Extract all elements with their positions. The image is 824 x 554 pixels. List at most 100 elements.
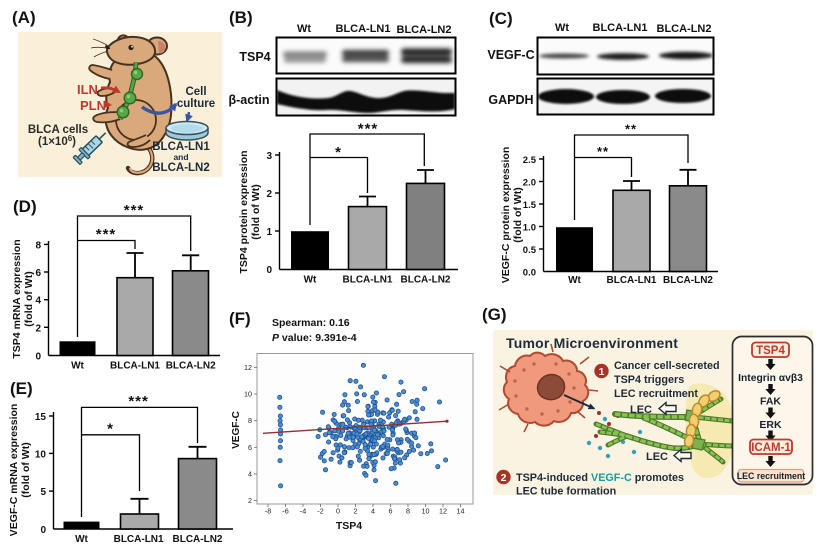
svg-text:FAK: FAK <box>760 396 781 408</box>
svg-text:LEC recruitment: LEC recruitment <box>614 388 698 400</box>
svg-text:(E): (E) <box>10 379 33 398</box>
svg-text:BLCA-LN1: BLCA-LN1 <box>110 361 160 372</box>
svg-text:15: 15 <box>35 412 47 423</box>
svg-text:-8: -8 <box>265 507 271 516</box>
svg-text:14: 14 <box>457 507 465 516</box>
svg-text:PLN: PLN <box>80 98 106 113</box>
svg-text:TSP4 triggers: TSP4 triggers <box>614 374 684 386</box>
svg-text:(B): (B) <box>229 8 253 27</box>
svg-text:(G): (G) <box>482 305 507 324</box>
svg-text:2.5: 2.5 <box>523 155 537 166</box>
svg-text:Integrin αvβ3: Integrin αvβ3 <box>738 373 803 384</box>
svg-text:***: *** <box>358 121 379 138</box>
svg-text:ERK: ERK <box>759 419 782 431</box>
svg-text:LEC: LEC <box>646 451 668 463</box>
svg-text:4: 4 <box>35 296 41 307</box>
svg-text:BLCA-LN2: BLCA-LN2 <box>397 24 452 36</box>
svg-text:β-actin: β-actin <box>229 93 270 107</box>
svg-text:Wt: Wt <box>75 534 88 545</box>
svg-text:10: 10 <box>244 390 252 399</box>
svg-text:VEGF-C mRNA expression(fold of: VEGF-C mRNA expression(fold of Wt) <box>8 404 32 537</box>
svg-text:BLCA-LN1: BLCA-LN1 <box>607 275 657 286</box>
svg-text:2: 2 <box>266 189 272 200</box>
svg-text:Wt: Wt <box>71 361 84 372</box>
svg-text:and: and <box>173 152 188 162</box>
svg-text:**: ** <box>625 122 637 137</box>
svg-text:0: 0 <box>266 265 272 276</box>
svg-text:8: 8 <box>406 507 410 516</box>
svg-text:2: 2 <box>248 496 252 505</box>
svg-text:BLCA-LN1: BLCA-LN1 <box>343 275 393 286</box>
svg-text:Wt: Wt <box>304 275 317 286</box>
svg-text:1.5: 1.5 <box>523 200 537 211</box>
svg-text:BLCA-LN2: BLCA-LN2 <box>663 275 713 286</box>
svg-text:(1×106): (1×106) <box>38 134 76 148</box>
svg-text:1: 1 <box>599 366 605 378</box>
svg-text:TSP4: TSP4 <box>336 520 362 532</box>
svg-text:TSP4 protein expression(fold o: TSP4 protein expression(fold of Wt) <box>238 150 262 273</box>
svg-text:Wt: Wt <box>555 22 569 34</box>
svg-text:(D): (D) <box>13 197 37 216</box>
svg-text:6: 6 <box>248 443 252 452</box>
svg-text:-4: -4 <box>300 507 306 516</box>
svg-text:8: 8 <box>248 416 252 425</box>
svg-text:***: *** <box>96 226 117 243</box>
svg-text:0.0: 0.0 <box>523 268 536 279</box>
svg-text:BLCA-LN2: BLCA-LN2 <box>173 534 223 545</box>
svg-text:LEC: LEC <box>630 404 652 416</box>
svg-text:4: 4 <box>248 470 252 479</box>
svg-text:5: 5 <box>40 487 46 498</box>
svg-text:-2: -2 <box>317 507 323 516</box>
svg-text:ILN: ILN <box>77 82 98 97</box>
svg-text:0: 0 <box>40 525 46 536</box>
svg-text:ICAM-1: ICAM-1 <box>751 442 791 454</box>
svg-text:0: 0 <box>35 351 41 362</box>
svg-text:3: 3 <box>266 151 272 162</box>
svg-text:-6: -6 <box>282 507 288 516</box>
svg-text:12: 12 <box>439 507 447 516</box>
svg-text:BLCA-LN2: BLCA-LN2 <box>152 162 210 174</box>
svg-text:8: 8 <box>35 240 41 251</box>
svg-text:10: 10 <box>35 449 47 460</box>
svg-text:*: * <box>107 421 113 438</box>
svg-text:BLCA-LN1: BLCA-LN1 <box>114 534 164 545</box>
svg-text:0: 0 <box>336 507 340 516</box>
svg-text:Wt: Wt <box>297 23 311 35</box>
svg-text:6: 6 <box>35 268 41 279</box>
svg-text:BLCA-LN1: BLCA-LN1 <box>152 141 210 153</box>
svg-text:BLCA-LN1: BLCA-LN1 <box>593 22 648 34</box>
svg-text:BLCA-LN2: BLCA-LN2 <box>657 23 712 35</box>
svg-text:Cancer cell-secreted: Cancer cell-secreted <box>614 360 720 372</box>
svg-text:VEGF-C: VEGF-C <box>231 411 242 449</box>
svg-text:BLCA-LN2: BLCA-LN2 <box>166 361 216 372</box>
svg-text:2.0: 2.0 <box>523 178 536 189</box>
svg-text:4: 4 <box>371 507 375 516</box>
svg-text:VEGF-C: VEGF-C <box>487 48 534 62</box>
svg-text:BLCA-LN1: BLCA-LN1 <box>336 23 391 35</box>
svg-text:***: *** <box>128 393 149 410</box>
svg-text:(A): (A) <box>12 8 36 27</box>
svg-text:**: ** <box>597 144 609 159</box>
svg-text:TSP4-induced VEGF-C promotes: TSP4-induced VEGF-C promotes <box>516 472 684 484</box>
svg-text:GAPDH: GAPDH <box>488 93 533 107</box>
svg-text:0.5: 0.5 <box>523 245 537 256</box>
svg-text:Spearman: 0.16: Spearman: 0.16 <box>272 317 350 329</box>
svg-text:*: * <box>335 144 341 161</box>
svg-text:Tumor Microenvironment: Tumor Microenvironment <box>506 335 678 351</box>
svg-text:10: 10 <box>422 507 430 516</box>
svg-text:1.0: 1.0 <box>523 223 536 234</box>
svg-text:2: 2 <box>35 323 41 334</box>
svg-text:12: 12 <box>244 363 252 372</box>
svg-text:BLCA-LN2: BLCA-LN2 <box>401 275 451 286</box>
svg-text:culture: culture <box>177 98 215 110</box>
svg-text:***: *** <box>124 202 145 219</box>
svg-text:(F): (F) <box>229 309 251 328</box>
svg-text:6: 6 <box>389 507 393 516</box>
svg-text:LEC tube formation: LEC tube formation <box>516 486 616 498</box>
svg-text:TSP4: TSP4 <box>756 345 785 357</box>
svg-text:Wt: Wt <box>568 275 581 286</box>
svg-text:P value: 9.391e-4: P value: 9.391e-4 <box>272 332 357 344</box>
svg-text:1: 1 <box>266 227 272 238</box>
svg-text:BLCA cells: BLCA cells <box>28 124 88 136</box>
svg-text:TSP4: TSP4 <box>239 50 270 64</box>
